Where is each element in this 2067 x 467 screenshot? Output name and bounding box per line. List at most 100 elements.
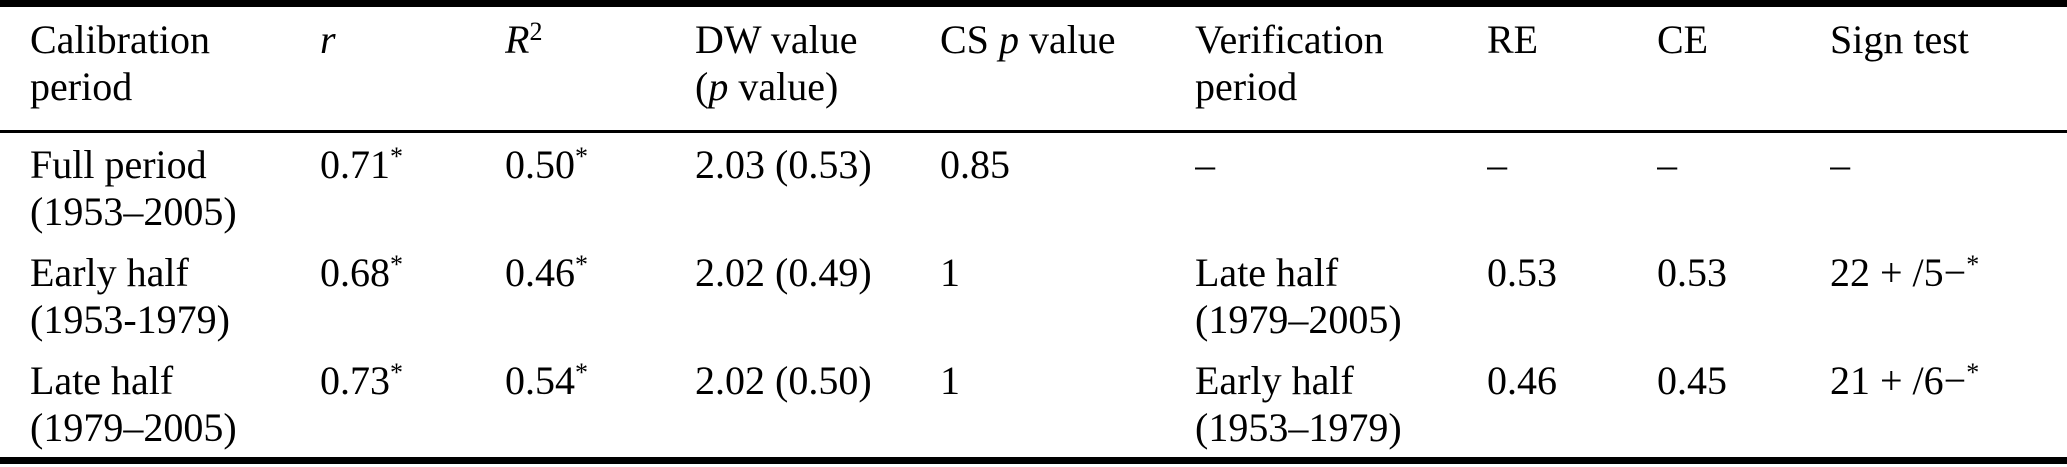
- table-row-full-period: Full period (1953–2005) 0.71* 0.50* 2.03…: [0, 132, 2067, 242]
- cell-sign-test: –: [1830, 132, 2067, 242]
- r-value: 0.73: [320, 358, 390, 403]
- dw-p-symbol: p: [708, 64, 729, 109]
- cell-dw-value: 2.03 (0.53): [695, 132, 940, 242]
- cell-ce: –: [1657, 132, 1830, 242]
- header-verification-line-2: period: [1195, 64, 1298, 109]
- cs-suffix: value: [1018, 17, 1116, 62]
- ce-value: 0.45: [1657, 358, 1727, 403]
- col-header-calibration-period: Calibration period: [0, 3, 320, 133]
- cell-cs-p-value: 1: [940, 241, 1195, 349]
- calibration-line-1: Early half: [30, 250, 189, 295]
- cell-re: 0.46: [1487, 349, 1657, 461]
- r-squared-exponent: 2: [529, 17, 543, 46]
- r-symbol: r: [320, 17, 336, 62]
- table-row-early-half: Early half (1953-1979) 0.68* 0.46* 2.02 …: [0, 241, 2067, 349]
- cs-p-value: 1: [940, 358, 960, 403]
- verification-line-2: (1979–2005): [1195, 297, 1402, 342]
- r-value: 0.68: [320, 250, 390, 295]
- col-header-r-squared: R2: [505, 3, 695, 133]
- cs-p-value: 0.85: [940, 142, 1010, 187]
- header-dw-line-1: DW value: [695, 17, 858, 62]
- cell-verification-period: Late half (1979–2005): [1195, 241, 1487, 349]
- ce-value: –: [1657, 142, 1677, 187]
- cell-dw-value: 2.02 (0.49): [695, 241, 940, 349]
- sign-test-significance-asterisk: *: [1966, 358, 1980, 387]
- table-body: Full period (1953–2005) 0.71* 0.50* 2.03…: [0, 132, 2067, 461]
- r-squared-significance-asterisk: *: [575, 250, 588, 279]
- sign-test-significance-asterisk: *: [1966, 250, 1980, 279]
- r-squared-value: 0.54: [505, 358, 575, 403]
- calibration-line-2: (1953-1979): [30, 297, 230, 342]
- cell-r-squared: 0.50*: [505, 132, 695, 242]
- calibration-line-1: Late half: [30, 358, 174, 403]
- cs-p-symbol: p: [998, 17, 1019, 62]
- cell-r: 0.73*: [320, 349, 505, 461]
- re-value: –: [1487, 142, 1507, 187]
- dw-value: 2.02 (0.49): [695, 250, 872, 295]
- verification-line-1: –: [1195, 142, 1215, 187]
- header-verification-line-1: Verification: [1195, 17, 1384, 62]
- verification-line-1: Early half: [1195, 358, 1354, 403]
- r-squared-significance-asterisk: *: [575, 358, 588, 387]
- col-header-ce: CE: [1657, 3, 1830, 133]
- cs-p-value: 1: [940, 250, 960, 295]
- cell-ce: 0.45: [1657, 349, 1830, 461]
- cell-calibration-period: Late half (1979–2005): [0, 349, 320, 461]
- cell-r-squared: 0.46*: [505, 241, 695, 349]
- col-header-re: RE: [1487, 3, 1657, 133]
- cell-r: 0.71*: [320, 132, 505, 242]
- r-value: 0.71: [320, 142, 390, 187]
- col-header-verification-period: Verification period: [1195, 3, 1487, 133]
- verification-line-2: (1953–1979): [1195, 405, 1402, 450]
- col-header-dw-value: DW value (p value): [695, 3, 940, 133]
- col-header-sign-test: Sign test: [1830, 3, 2067, 133]
- calibration-line-1: Full period: [30, 142, 207, 187]
- cell-re: 0.53: [1487, 241, 1657, 349]
- cs-prefix: CS: [940, 17, 999, 62]
- cell-cs-p-value: 1: [940, 349, 1195, 461]
- verification-line-1: Late half: [1195, 250, 1339, 295]
- header-row: Calibration period r R2 DW value (p valu…: [0, 3, 2067, 133]
- cell-sign-test: 21 + /6−*: [1830, 349, 2067, 461]
- header-calibration-line-2: period: [30, 64, 133, 109]
- r-significance-asterisk: *: [390, 142, 403, 171]
- dw-paren-open: (: [695, 64, 709, 109]
- header-dw-line-2: (p value): [695, 63, 940, 110]
- r-squared-significance-asterisk: *: [575, 142, 588, 171]
- cell-r-squared: 0.54*: [505, 349, 695, 461]
- dw-value: 2.02 (0.50): [695, 358, 872, 403]
- cell-verification-period: –: [1195, 132, 1487, 242]
- re-value: 0.46: [1487, 358, 1557, 403]
- re-label: RE: [1487, 17, 1539, 62]
- dw-value-text: value): [728, 64, 839, 109]
- col-header-cs-p-value: CS p value: [940, 3, 1195, 133]
- cell-calibration-period: Early half (1953-1979): [0, 241, 320, 349]
- cell-verification-period: Early half (1953–1979): [1195, 349, 1487, 461]
- header-calibration-line-1: Calibration: [30, 17, 210, 62]
- table-row-late-half: Late half (1979–2005) 0.73* 0.54* 2.02 (…: [0, 349, 2067, 461]
- calibration-line-2: (1953–2005): [30, 189, 237, 234]
- cell-r: 0.68*: [320, 241, 505, 349]
- sign-test-value: 21 + /6−: [1830, 358, 1967, 403]
- r-significance-asterisk: *: [390, 358, 403, 387]
- ce-label: CE: [1657, 17, 1709, 62]
- r-squared-value: 0.50: [505, 142, 575, 187]
- sign-test-label: Sign test: [1830, 17, 1969, 62]
- cell-cs-p-value: 0.85: [940, 132, 1195, 242]
- table-header: Calibration period r R2 DW value (p valu…: [0, 3, 2067, 133]
- r-significance-asterisk: *: [390, 250, 403, 279]
- sign-test-value: –: [1830, 142, 1850, 187]
- cell-calibration-period: Full period (1953–2005): [0, 132, 320, 242]
- cell-dw-value: 2.02 (0.50): [695, 349, 940, 461]
- cell-ce: 0.53: [1657, 241, 1830, 349]
- cell-sign-test: 22 + /5−*: [1830, 241, 2067, 349]
- r-squared-symbol: R: [505, 17, 530, 62]
- dw-value: 2.03 (0.53): [695, 142, 872, 187]
- sign-test-value: 22 + /5−: [1830, 250, 1967, 295]
- calibration-line-2: (1979–2005): [30, 405, 237, 450]
- r-squared-value: 0.46: [505, 250, 575, 295]
- re-value: 0.53: [1487, 250, 1557, 295]
- cell-re: –: [1487, 132, 1657, 242]
